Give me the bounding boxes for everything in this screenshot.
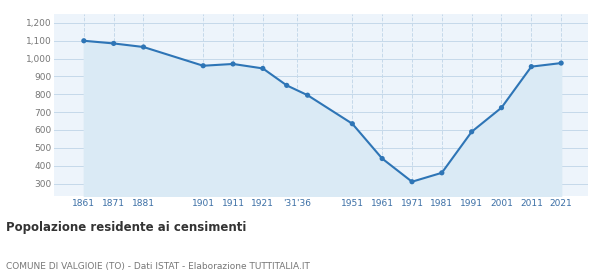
Point	[377, 156, 387, 161]
Point	[109, 41, 118, 46]
Text: COMUNE DI VALGIOIE (TO) - Dati ISTAT - Elaborazione TUTTITALIA.IT: COMUNE DI VALGIOIE (TO) - Dati ISTAT - E…	[6, 262, 310, 271]
Point	[199, 64, 208, 68]
Point	[303, 93, 313, 97]
Point	[437, 171, 446, 175]
Point	[407, 179, 417, 184]
Point	[79, 39, 89, 43]
Point	[282, 83, 292, 88]
Point	[228, 62, 238, 66]
Point	[556, 61, 566, 65]
Point	[258, 66, 268, 71]
Point	[527, 64, 536, 69]
Point	[467, 130, 476, 134]
Point	[347, 122, 357, 126]
Point	[497, 106, 506, 110]
Text: Popolazione residente ai censimenti: Popolazione residente ai censimenti	[6, 221, 247, 234]
Point	[139, 45, 148, 49]
